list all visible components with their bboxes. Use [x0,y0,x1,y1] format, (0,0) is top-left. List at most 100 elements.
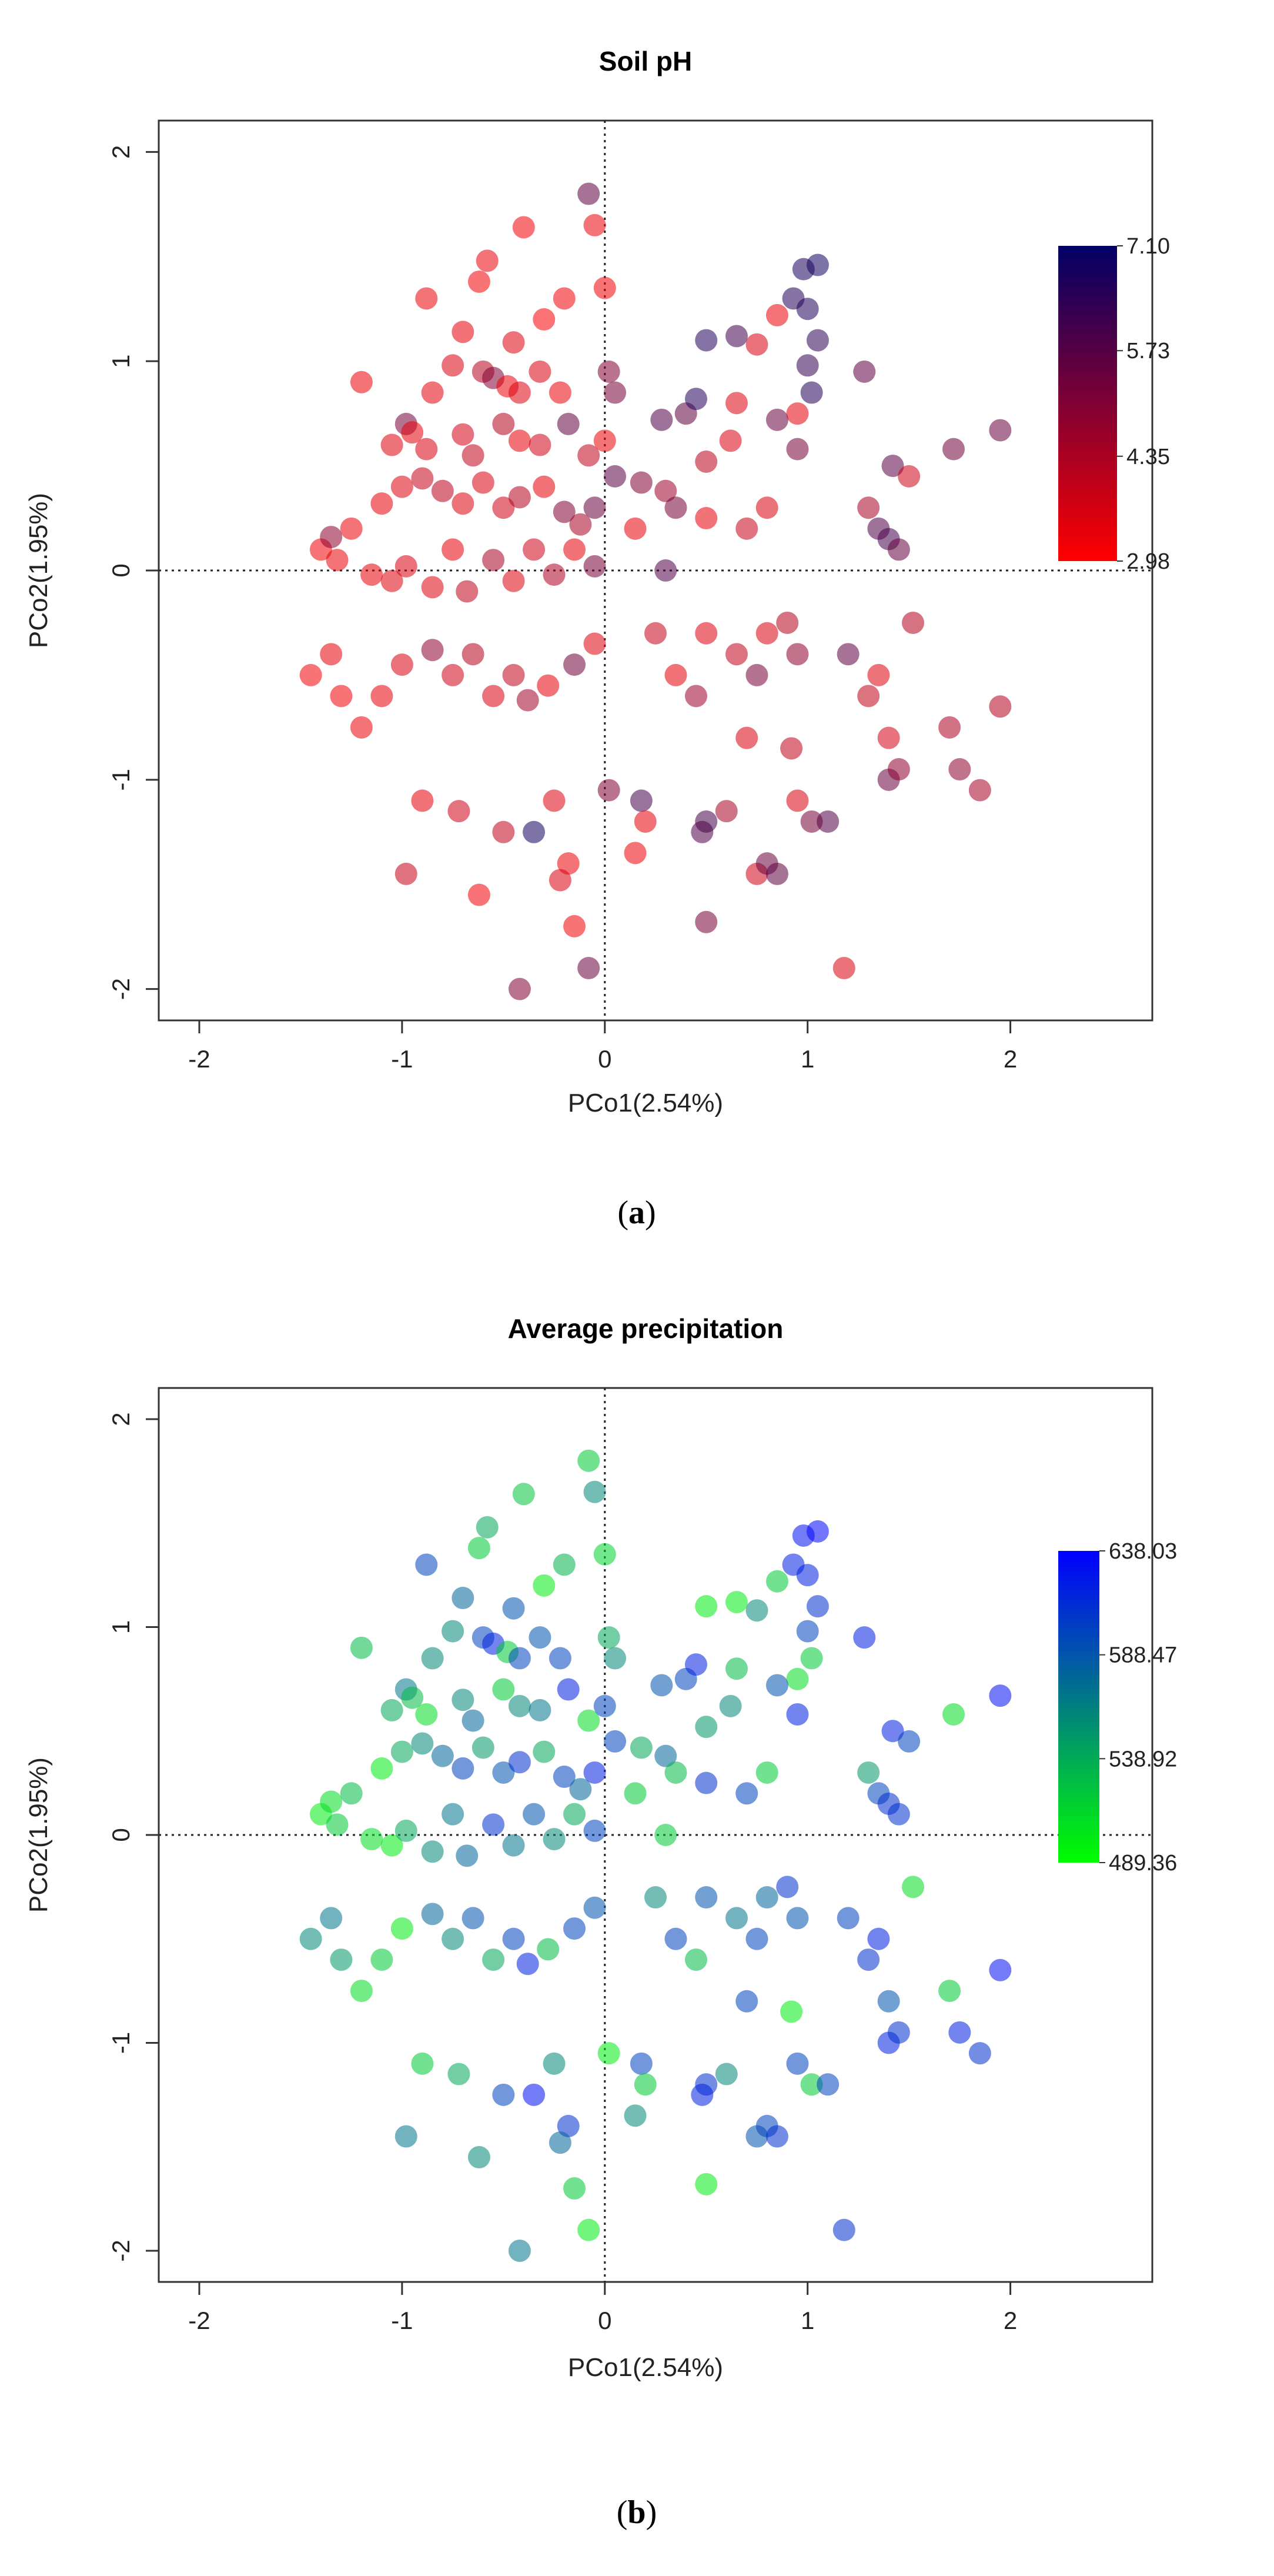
data-point [543,563,566,586]
data-point [320,643,343,666]
data-point [360,1828,383,1851]
y-tick-label: 0 [107,1828,135,1841]
caption-close: ) [645,1194,656,1231]
data-point [543,789,566,812]
data-point [529,360,551,383]
data-point [350,716,373,739]
data-point [543,1828,566,1851]
data-point [502,1597,525,1620]
data-point [786,438,809,461]
x-axis-label: PCo1(2.54%) [568,2353,723,2382]
data-point [569,1778,592,1801]
data-point [735,517,758,540]
data-point [467,883,490,906]
data-point [786,2052,809,2075]
data-point [650,408,673,431]
data-point [523,538,546,561]
data-point [902,611,925,634]
data-point [563,915,586,937]
data-point [695,450,718,473]
y-axis-label: PCo2(1.95%) [24,493,53,648]
data-point [796,354,819,377]
data-point [533,1574,556,1597]
data-point [786,1703,809,1726]
data-point [604,1647,627,1670]
data-point [786,1667,809,1690]
data-point [898,1730,921,1753]
data-point [516,689,539,712]
data-point [857,685,880,708]
data-point [644,622,667,645]
data-point [543,2052,566,2075]
data-point [755,1761,778,1784]
data-point [452,321,474,343]
data-point [394,1819,417,1842]
data-point [948,2021,971,2044]
data-point [442,354,464,377]
data-point [776,611,799,634]
colorbar-label: 4.35 [1126,445,1170,469]
panel-caption: (a) [617,1194,656,1231]
data-point [765,2125,788,2148]
data-point [597,1626,620,1649]
data-point [898,465,921,488]
data-point [502,331,525,354]
data-point [837,643,860,666]
data-point [630,1736,653,1759]
data-point [597,2042,620,2065]
data-point [421,1840,444,1863]
reference-lines [159,121,1152,1020]
data-point [806,329,829,352]
data-point [604,381,627,404]
data-point [394,862,417,885]
data-point [719,429,742,452]
data-point [557,412,580,435]
data-point [370,685,393,708]
data-point [630,789,653,812]
data-point [549,869,571,892]
data-point [320,1907,343,1930]
data-point [583,1761,606,1784]
data-point [853,1626,876,1649]
x-tick-label: -2 [188,2307,210,2334]
data-point [563,1917,586,1940]
data-point [563,2177,586,2200]
data-point [462,444,484,467]
data-point [380,1699,403,1721]
data-point [533,1740,556,1763]
data-point [529,1626,551,1649]
data-point [340,1782,363,1805]
data-point [755,1886,778,1909]
data-point [577,2218,600,2241]
data-point [563,1803,586,1826]
data-point [563,538,586,561]
data-point [745,1599,768,1622]
data-point [691,820,714,843]
data-point [968,2042,991,2065]
data-point [330,1948,353,1971]
data-point [695,1716,718,1739]
chart-title: Soil pH [599,46,692,76]
data-point [563,653,586,676]
data-point [401,1686,424,1709]
data-point [421,1647,444,1670]
x-tick-label: -1 [391,1045,413,1073]
data-point [695,329,718,352]
data-point [745,663,768,686]
data-point [482,685,505,708]
data-point [654,479,677,502]
data-point [765,1674,788,1697]
data-point [938,1980,961,2003]
data-point [593,429,616,452]
data-point [800,2073,823,2096]
data-point [415,1703,438,1726]
data-point [452,1757,474,1780]
data-point [415,438,438,461]
data-point [523,1803,546,1826]
data-point [456,1844,479,1867]
data-point [390,1740,413,1763]
x-tick-label: -2 [188,1045,210,1073]
data-point [857,1761,880,1784]
data-point [837,1907,860,1930]
data-point [806,1520,829,1543]
